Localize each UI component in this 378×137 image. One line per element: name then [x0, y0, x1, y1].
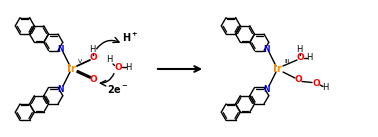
Text: N: N — [263, 85, 269, 93]
Text: O: O — [89, 75, 97, 85]
Text: O: O — [114, 62, 122, 72]
Text: III: III — [284, 59, 290, 64]
Text: H: H — [322, 82, 328, 92]
Text: N: N — [57, 45, 63, 54]
Text: V: V — [78, 59, 82, 64]
Text: $\mathbf{H^+}$: $\mathbf{H^+}$ — [122, 30, 138, 44]
Text: N: N — [57, 85, 63, 93]
Text: $\mathbf{2e^-}$: $\mathbf{2e^-}$ — [107, 83, 129, 95]
Text: O: O — [294, 75, 302, 85]
Text: N: N — [263, 45, 269, 54]
Text: H: H — [89, 45, 95, 54]
Text: Ir: Ir — [68, 64, 76, 74]
Text: O: O — [312, 79, 320, 89]
Text: Ir: Ir — [274, 64, 282, 74]
Text: H: H — [106, 55, 112, 65]
Text: H: H — [296, 45, 302, 54]
Text: H: H — [125, 62, 131, 72]
Text: O: O — [296, 54, 304, 62]
Text: H: H — [306, 52, 312, 62]
Text: O: O — [89, 54, 97, 62]
